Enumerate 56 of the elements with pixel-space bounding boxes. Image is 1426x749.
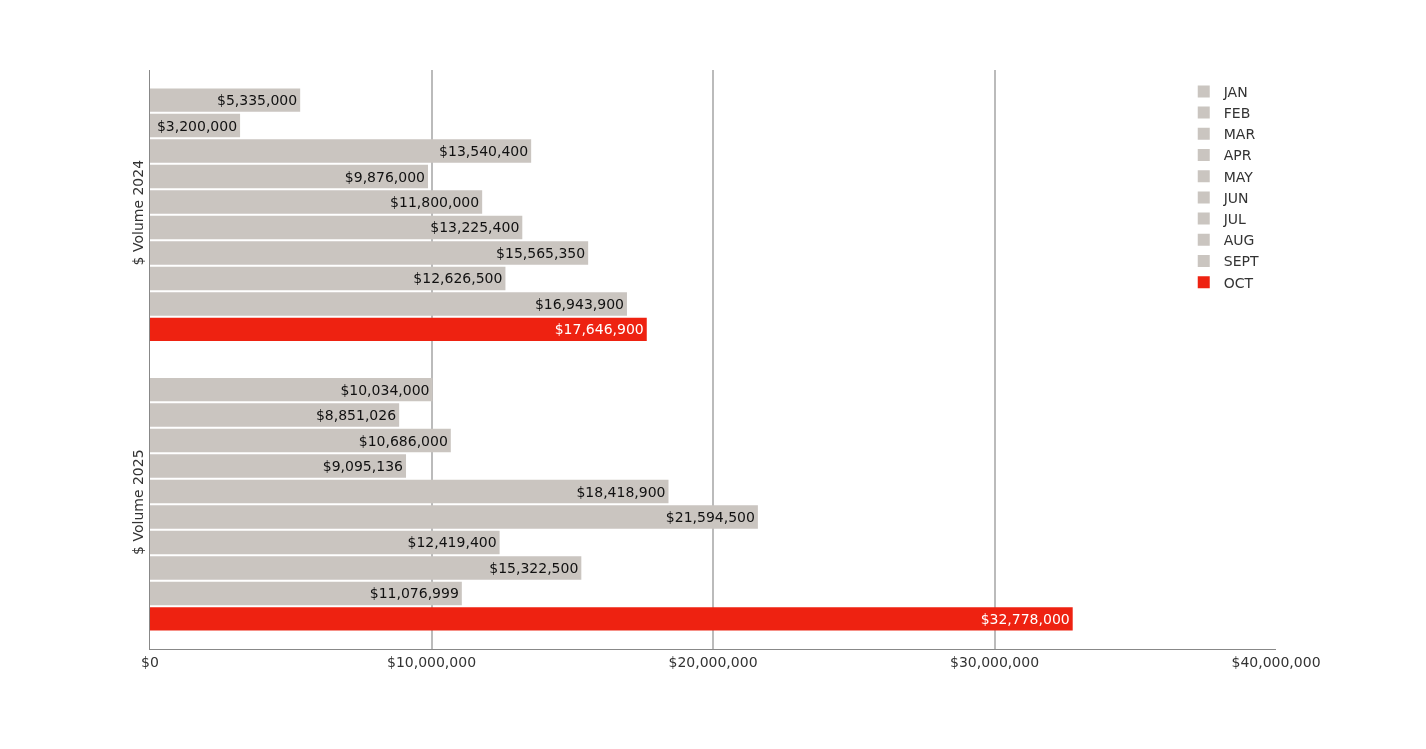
bar [150, 241, 589, 265]
bar [150, 292, 627, 316]
bar [150, 505, 758, 529]
x-tick-label: $40,000,000 [1231, 653, 1321, 670]
bar [150, 88, 301, 112]
legend-label: MAR [1223, 126, 1256, 143]
bar [150, 581, 462, 606]
data-label: $11,076,999 [369, 585, 459, 602]
data-label: $17,646,900 [554, 321, 644, 338]
legend-label: JAN [1222, 83, 1248, 100]
x-tick-label: $0 [141, 653, 159, 670]
data-label: $13,540,400 [439, 143, 529, 160]
bar [150, 190, 483, 214]
x-tick-label: $10,000,000 [386, 653, 477, 670]
y-tick-label: $ Volume 2024 [130, 159, 147, 266]
bar [150, 266, 506, 291]
legend-label: JUL [1222, 211, 1247, 228]
bar [150, 454, 407, 478]
data-label: $12,626,500 [413, 270, 503, 287]
data-label: $11,800,000 [390, 194, 480, 211]
data-label: $15,322,500 [489, 559, 579, 576]
data-label: $13,225,400 [430, 219, 520, 236]
data-label: $32,778,000 [980, 610, 1070, 627]
legend-label: OCT [1223, 274, 1254, 291]
y-tick-label: $ Volume 2025 [130, 449, 147, 555]
data-label: $3,200,000 [156, 117, 238, 134]
bar [150, 215, 523, 240]
bar [150, 164, 429, 189]
legend-label: MAY [1223, 168, 1254, 185]
data-label: $16,943,900 [534, 295, 624, 312]
data-label: $18,418,900 [576, 483, 666, 500]
bar [150, 377, 433, 402]
legend-label: JUN [1222, 189, 1249, 206]
bar [150, 530, 500, 555]
data-label: $9,876,000 [344, 168, 426, 185]
data-label: $9,095,136 [322, 458, 404, 475]
legend-label: FEB [1223, 105, 1251, 122]
data-label: $5,335,000 [217, 92, 298, 109]
data-label: $21,594,500 [665, 508, 755, 525]
bar [150, 403, 400, 427]
data-label: $10,686,000 [358, 432, 448, 449]
bar [150, 428, 451, 453]
bar [150, 607, 1073, 631]
bar [150, 317, 647, 342]
bar [150, 479, 669, 504]
data-label: $10,034,000 [340, 381, 430, 398]
data-label: $12,419,400 [407, 534, 497, 551]
data-label: $8,851,026 [315, 407, 397, 424]
bar [150, 139, 532, 163]
data-label: $15,565,350 [496, 244, 586, 261]
bar [150, 556, 582, 580]
legend-label: APR [1223, 147, 1252, 164]
legend-label: AUG [1223, 232, 1255, 249]
legend-label: SEPT [1223, 253, 1259, 270]
x-tick-label: $30,000,000 [949, 653, 1040, 670]
x-tick-label: $20,000,000 [668, 653, 758, 670]
